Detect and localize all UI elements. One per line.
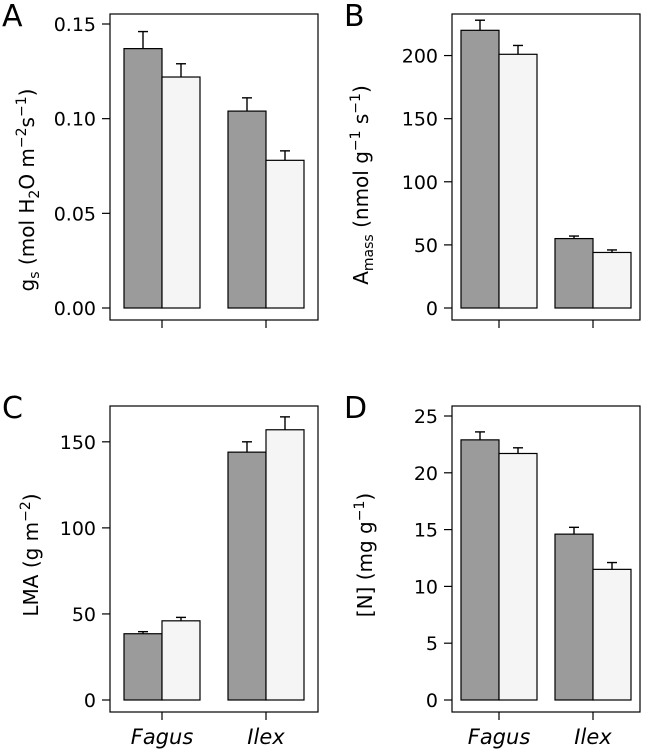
bar-d-ilex-series1	[554, 533, 594, 701]
y-axis-title-c: LMA (g m−2)	[18, 493, 43, 616]
bar-a-fagus-series1	[123, 48, 163, 309]
y-tick-label-c: 150	[60, 432, 96, 454]
plot-area-d: Fagus Ilex 0 5 10 15 20 25	[414, 405, 641, 749]
bar-d-fagus-series2	[498, 452, 538, 701]
x-tick-label-d-ilex: Ilex	[574, 725, 612, 749]
bar-a-ilex-series2	[265, 159, 305, 309]
panel-letter-d: D	[344, 391, 367, 426]
y-axis-title-a: gs (mol H2O m−2s−1)	[14, 89, 43, 292]
panel-d: D [N] (mg g−1) Fagus Ilex 0 5 10 15 20 25	[344, 391, 641, 749]
bar-b-ilex-series1	[554, 237, 594, 309]
bar-a-ilex-series1	[227, 110, 267, 309]
bar-c-fagus-series1	[123, 633, 163, 701]
y-tick-label-b: 150	[402, 109, 438, 131]
y-tick-label-d: 20	[414, 463, 438, 485]
y-tick-label-a: 0.00	[54, 298, 96, 320]
y-tick-label-b: 100	[402, 172, 438, 194]
x-tick-label-c-ilex: Ilex	[247, 725, 285, 749]
x-tick-label-c-fagus: Fagus	[131, 725, 194, 749]
bar-d-fagus-series1	[460, 439, 500, 701]
y-tick-label-d: 15	[414, 520, 438, 542]
plot-area-c: Fagus Ilex 0 50 100 150	[60, 405, 319, 749]
panel-b: B Amass (nmol g−1 s−1) 0 50 100 150 200	[344, 0, 641, 328]
bar-c-ilex-series1	[227, 451, 267, 701]
plot-area-a: 0.00 0.05 0.10 0.15	[54, 13, 319, 328]
bar-b-ilex-series2	[592, 251, 632, 309]
y-axis-title-b: Amass (nmol g−1 s−1)	[348, 85, 377, 285]
panel-a: A gs (mol H2O m−2s−1) 0.00 0.05 0.10 0.15	[2, 0, 319, 328]
panel-c: C LMA (g m−2) Fagus Ilex 0 50 100 150	[2, 391, 319, 749]
panel-letter-b: B	[344, 0, 365, 34]
plot-frame-a	[109, 13, 319, 321]
y-tick-label-d: 0	[426, 690, 438, 712]
panel-letter-c: C	[2, 391, 23, 426]
plot-frame-b	[451, 13, 641, 321]
bar-b-fagus-series1	[460, 29, 500, 309]
bar-d-ilex-series2	[592, 568, 632, 701]
y-tick-label-d: 25	[414, 406, 438, 428]
bar-c-ilex-series2	[265, 429, 305, 701]
bar-a-fagus-series2	[161, 76, 201, 309]
y-axis-title-d: [N] (mg g−1)	[352, 493, 377, 617]
plot-frame-c	[109, 405, 319, 713]
y-tick-label-b: 50	[414, 235, 438, 257]
panel-letter-a: A	[2, 0, 23, 34]
y-tick-label-a: 0.10	[54, 109, 96, 131]
bar-c-fagus-series2	[161, 620, 201, 701]
x-tick-label-d-fagus: Fagus	[468, 725, 531, 749]
bar-b-fagus-series2	[498, 53, 538, 309]
y-tick-label-d: 10	[414, 576, 438, 598]
y-tick-label-c: 0	[84, 690, 96, 712]
y-tick-label-b: 0	[426, 298, 438, 320]
y-tick-label-a: 0.05	[54, 203, 96, 225]
y-tick-label-a: 0.15	[54, 14, 96, 36]
y-tick-label-b: 200	[402, 46, 438, 68]
y-tick-label-c: 100	[60, 518, 96, 540]
plot-frame-d	[451, 405, 641, 713]
plot-area-b: 0 50 100 150 200	[402, 13, 641, 328]
y-tick-label-d: 5	[426, 633, 438, 655]
y-tick-label-c: 50	[72, 604, 96, 626]
